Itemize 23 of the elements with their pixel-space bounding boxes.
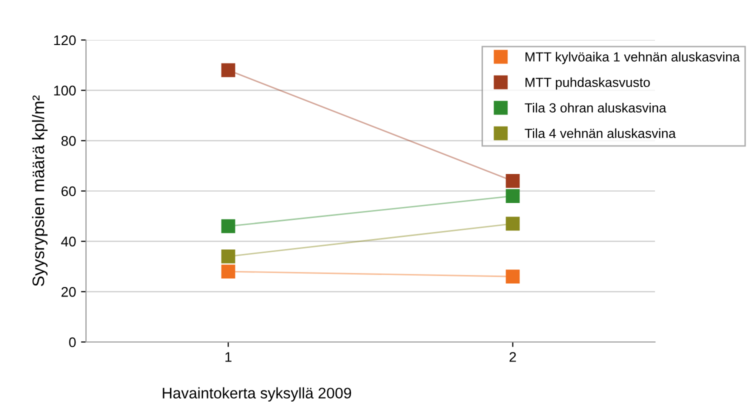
x-axis-title: Havaintokerta syksyllä 2009 bbox=[162, 387, 352, 402]
legend-label: MTT kylvöaika 1 vehnän aluskasvina bbox=[526, 52, 740, 64]
point bbox=[221, 63, 236, 78]
point bbox=[506, 189, 520, 203]
y-tick-label: 80 bbox=[61, 136, 76, 146]
y-tick-label: 20 bbox=[62, 287, 76, 297]
y-tick-label: 40 bbox=[61, 236, 76, 247]
legend-label: Tila 3 ohran aluskasvina bbox=[524, 102, 666, 113]
y-tick-label: 60 bbox=[62, 186, 76, 196]
x-tick-label: 1 bbox=[225, 352, 232, 362]
point bbox=[506, 216, 520, 231]
point bbox=[221, 219, 236, 234]
point bbox=[506, 270, 520, 284]
y-tick-label: 100 bbox=[54, 86, 76, 96]
point bbox=[506, 174, 520, 188]
legend-label: MTT puhdaskasvusto bbox=[526, 77, 650, 90]
point bbox=[221, 249, 236, 264]
x-tick-label: 2 bbox=[510, 352, 516, 362]
y-tick-label: 0 bbox=[69, 337, 76, 348]
y-tick-label: 120 bbox=[54, 35, 76, 46]
y-axis-title: Syysrypsien määrä kpl/m² bbox=[32, 95, 48, 286]
point bbox=[221, 264, 236, 278]
legend-label: Tila 4 vehnän aluskasvina bbox=[524, 128, 676, 138]
